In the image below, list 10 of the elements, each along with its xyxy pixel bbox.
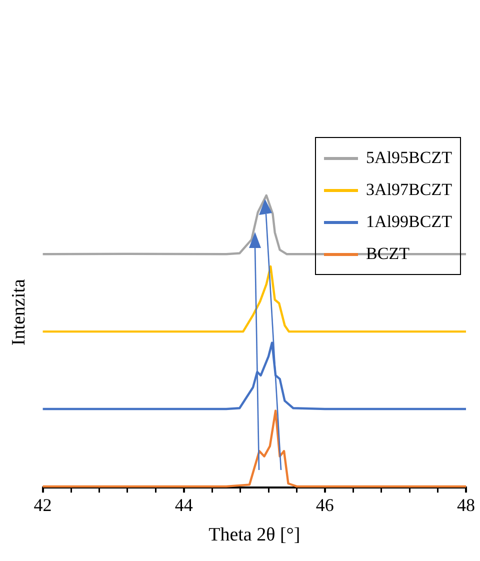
x-axis-title: Theta 2θ [°] [208,524,300,546]
x-tick-label: 46 [316,495,334,516]
x-tick-label: 44 [174,495,193,516]
x-tick-label: 48 [457,495,475,516]
legend-label: 1Al99BCZT [366,212,452,232]
legend-label: 5Al95BCZT [366,148,452,168]
legend-label: BCZT [366,244,410,264]
legend-label: 3Al97BCZT [366,180,452,200]
y-axis-title: Intenzita [8,278,30,346]
x-tick-label: 42 [34,495,52,516]
